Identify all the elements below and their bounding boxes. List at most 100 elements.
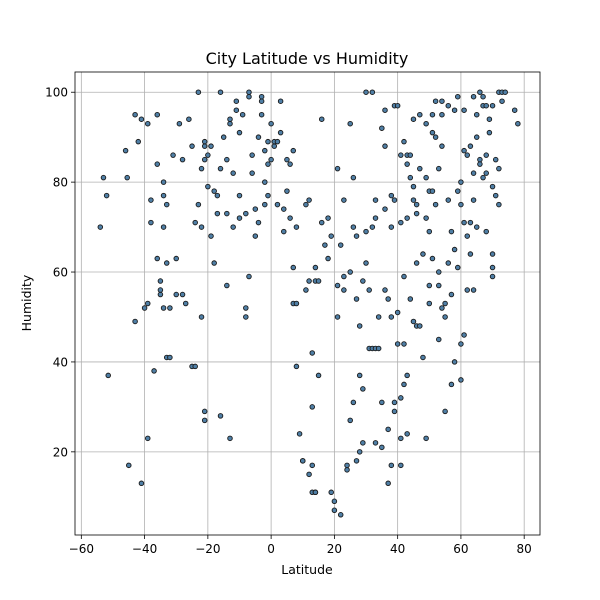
data-point	[382, 206, 388, 212]
data-point	[258, 98, 265, 104]
data-point	[401, 273, 407, 280]
data-point	[375, 314, 382, 320]
x-axis-ticks: −60 −40 −20 0 20 40 60 80	[69, 535, 532, 556]
data-point	[391, 408, 398, 415]
data-point	[515, 120, 521, 127]
data-point	[179, 291, 186, 298]
data-point	[366, 287, 372, 293]
data-point	[189, 143, 195, 149]
data-point	[334, 165, 341, 172]
data-point	[372, 440, 379, 446]
x-tick-label: −60	[69, 542, 94, 556]
data-point	[489, 264, 496, 271]
data-point	[464, 152, 470, 158]
data-point	[489, 251, 496, 257]
data-point	[296, 431, 303, 437]
data-point	[451, 107, 458, 113]
data-point	[379, 125, 385, 131]
data-point	[186, 116, 192, 122]
data-point	[385, 480, 391, 487]
data-point	[458, 179, 464, 185]
data-point	[420, 354, 426, 361]
data-point	[306, 197, 312, 203]
data-point	[439, 98, 445, 104]
data-point	[192, 219, 198, 226]
data-point	[477, 89, 483, 95]
data-point	[458, 341, 464, 347]
data-point	[511, 107, 518, 113]
data-point	[192, 363, 198, 370]
data-point	[236, 129, 243, 136]
data-point	[451, 359, 458, 365]
data-point	[369, 89, 376, 95]
data-point	[217, 413, 224, 419]
data-point	[382, 107, 388, 113]
data-point	[407, 296, 414, 302]
data-point	[249, 170, 255, 176]
data-point	[309, 350, 315, 356]
data-point	[315, 278, 322, 284]
data-point	[170, 152, 176, 158]
data-point	[413, 210, 420, 217]
data-point	[375, 345, 382, 352]
data-point	[163, 260, 170, 266]
data-point	[369, 224, 376, 230]
data-point	[350, 174, 357, 181]
data-point	[334, 282, 341, 289]
data-point	[360, 440, 366, 446]
data-point	[208, 143, 214, 149]
data-point	[417, 111, 423, 118]
data-point	[398, 462, 404, 469]
data-point	[413, 201, 420, 208]
data-point	[410, 116, 417, 122]
x-tick-label: 80	[517, 542, 532, 556]
data-point	[417, 165, 423, 172]
x-tick-label: −20	[195, 542, 220, 556]
data-point	[502, 89, 508, 95]
data-point	[201, 138, 208, 145]
y-tick-label: 80	[53, 176, 68, 190]
data-point	[290, 264, 297, 271]
data-point	[445, 102, 452, 109]
plot-frame	[74, 71, 541, 536]
data-point	[277, 129, 284, 136]
data-point	[432, 134, 439, 140]
data-point	[179, 156, 186, 163]
data-point	[353, 233, 360, 239]
data-point	[439, 305, 445, 311]
data-point	[382, 143, 388, 149]
data-point	[262, 147, 268, 154]
data-point	[141, 305, 148, 311]
data-point	[410, 318, 417, 325]
data-point	[230, 170, 236, 176]
data-point	[480, 93, 486, 100]
data-point	[154, 161, 160, 167]
chart-title: City Latitude vs Humidity	[206, 49, 409, 68]
data-point	[318, 219, 325, 226]
data-point	[363, 260, 369, 266]
data-point	[429, 111, 436, 118]
data-point	[195, 89, 202, 95]
data-point	[167, 305, 173, 311]
data-point	[167, 354, 173, 361]
data-point	[148, 219, 154, 226]
data-point	[404, 161, 410, 167]
data-point	[445, 197, 452, 203]
data-point	[429, 255, 436, 262]
data-point	[132, 318, 138, 325]
data-point	[391, 399, 398, 406]
data-point	[243, 314, 249, 320]
data-point	[265, 161, 271, 167]
data-point	[394, 102, 401, 109]
data-point	[423, 120, 429, 127]
data-point	[382, 287, 388, 293]
data-point	[160, 179, 167, 185]
data-point	[394, 341, 401, 347]
data-point	[303, 201, 309, 208]
data-point	[439, 143, 445, 149]
data-point	[455, 188, 461, 194]
data-point	[388, 224, 395, 230]
data-point	[239, 111, 246, 118]
data-point	[432, 98, 439, 104]
data-point	[227, 116, 233, 122]
